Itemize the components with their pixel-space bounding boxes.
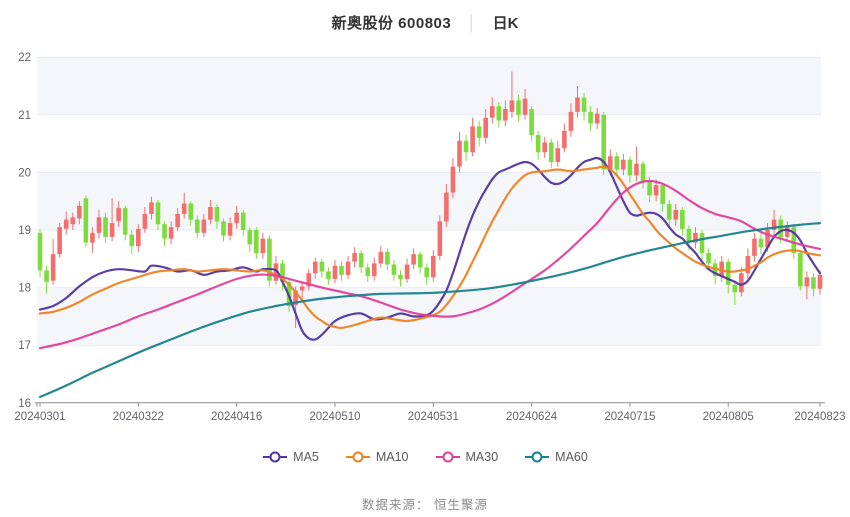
kline-chart-area[interactable]: 20240301 20240322 20240416 20240510 20240531… [0, 0, 850, 443]
svg-text:22: 22 [18, 52, 31, 64]
ma-line-ma5 [38, 156, 822, 341]
title-separator: │ [467, 15, 477, 32]
ma-line-ma30 [38, 179, 822, 350]
legend-label-ma10: MA10 [375, 450, 409, 464]
y-axis-labels: 16 17 18 19 20 21 22 [18, 52, 31, 410]
ma-line-ma10 [38, 165, 822, 330]
svg-text:17: 17 [18, 340, 31, 352]
ma30-legend-marker [435, 451, 460, 463]
gridlines [37, 56, 821, 346]
stock-name-title: 新奥股份 600803 [331, 15, 452, 32]
ma-legend: MA5 MA10 MA30 MA60 [0, 450, 850, 464]
data-source-note: 数据来源： 恒生聚源 [362, 498, 488, 512]
svg-text:20240322: 20240322 [113, 411, 164, 423]
svg-text:20240715: 20240715 [604, 411, 655, 423]
grid-bands [37, 57, 821, 346]
svg-text:20240805: 20240805 [703, 411, 754, 423]
legend-item-ma60[interactable]: MA60 [524, 450, 588, 464]
period-label: 日K [492, 15, 519, 32]
svg-text:20240531: 20240531 [408, 411, 459, 423]
svg-text:19: 19 [18, 225, 31, 237]
x-axis: 20240301 20240322 20240416 20240510 20240531… [14, 402, 846, 423]
ma10-legend-marker [345, 451, 370, 463]
svg-text:21: 21 [18, 110, 31, 122]
page-title: 新奥股份 600803 │ 日K [0, 12, 850, 33]
svg-text:20240624: 20240624 [506, 411, 558, 423]
kline-chart[interactable]: 20240301 20240322 20240416 20240510 20240531… [0, 0, 850, 438]
ma5-legend-marker [263, 451, 288, 463]
ma60-legend-marker [525, 451, 550, 463]
svg-text:20240301: 20240301 [14, 411, 65, 423]
legend-label-ma30: MA30 [465, 450, 499, 464]
legend-label-ma5: MA5 [293, 450, 319, 464]
legend-item-ma5[interactable]: MA5 [262, 450, 319, 464]
svg-text:20240510: 20240510 [309, 411, 360, 423]
legend-item-ma30[interactable]: MA30 [435, 450, 499, 464]
svg-text:20240823: 20240823 [794, 411, 845, 423]
ma-line-ma60 [38, 222, 822, 399]
svg-text:18: 18 [18, 283, 31, 295]
legend-label-ma60: MA60 [555, 450, 588, 464]
svg-text:20240416: 20240416 [211, 411, 262, 423]
svg-text:20: 20 [18, 167, 31, 179]
legend-item-ma10[interactable]: MA10 [345, 450, 409, 464]
candlesticks [37, 71, 823, 328]
svg-text:16: 16 [18, 398, 31, 410]
